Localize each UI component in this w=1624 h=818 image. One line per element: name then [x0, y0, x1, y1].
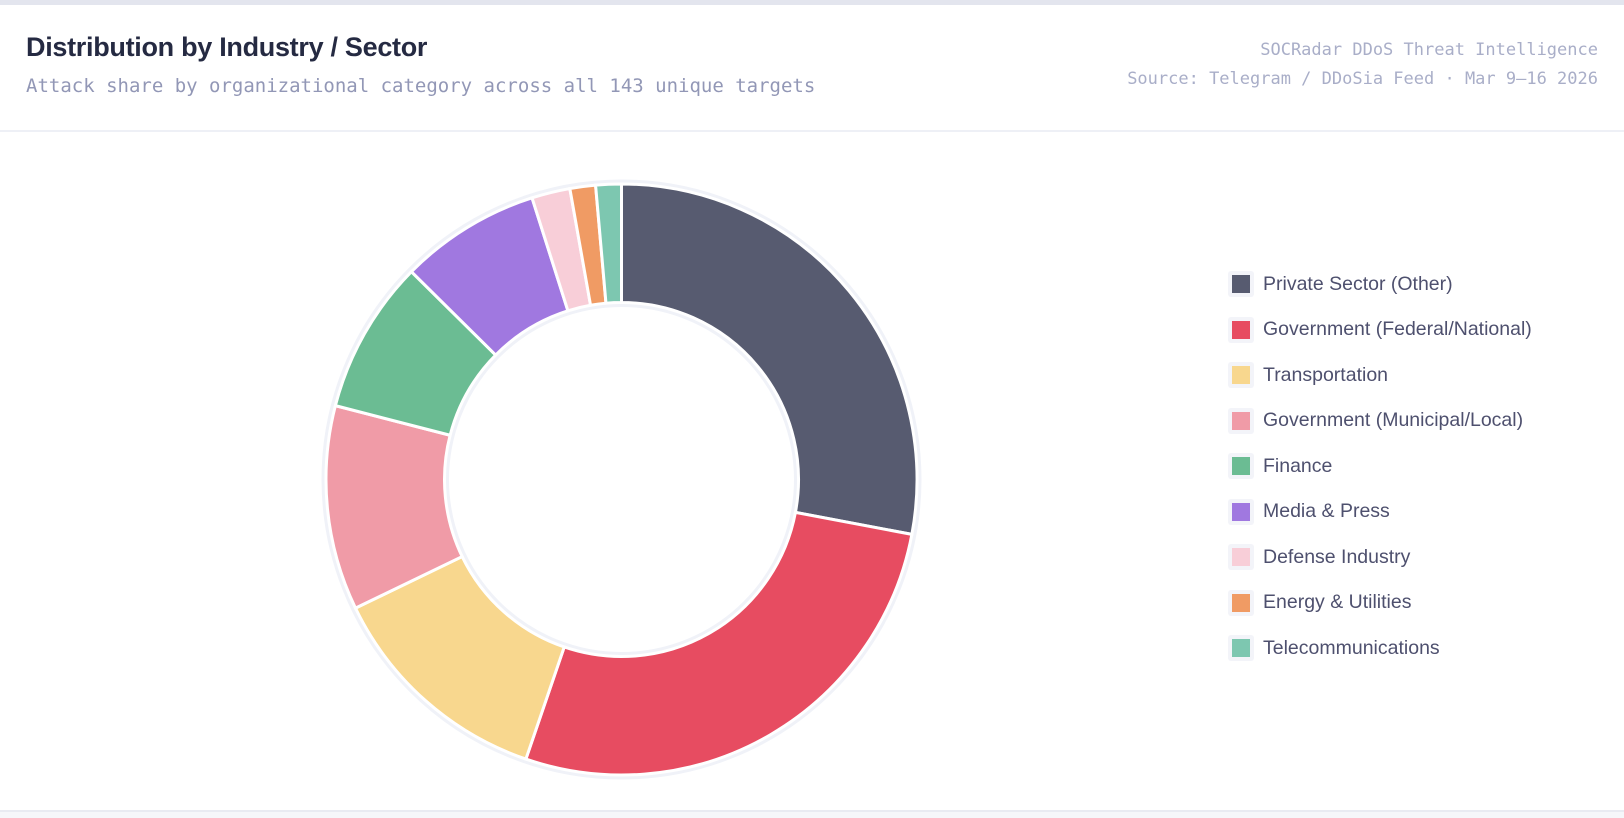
legend-color-swatch-icon: [1232, 275, 1250, 293]
legend-item-finance[interactable]: Finance: [1228, 453, 1532, 479]
legend-color-swatch-icon: [1232, 548, 1250, 566]
legend-item-label: Government (Municipal/Local): [1263, 409, 1524, 431]
legend-color-swatch-icon: [1232, 366, 1250, 384]
legend-item-private-sector-other[interactable]: Private Sector (Other): [1228, 271, 1532, 297]
legend-item-label: Private Sector (Other): [1263, 272, 1453, 295]
donut-halo-ring: [321, 179, 922, 780]
chart-legend: Private Sector (Other) Government (Federa…: [1228, 271, 1532, 681]
legend-item-label: Transportation: [1263, 363, 1389, 386]
chart-card: Distribution by Industry / Sector Attack…: [0, 5, 1624, 812]
legend-chipbox: [1228, 453, 1254, 479]
legend-item-label: Finance: [1263, 454, 1333, 477]
legend-item-media-press[interactable]: Media & Press: [1228, 498, 1532, 525]
donut-halo-ring: [445, 303, 798, 656]
source-line-2: Source: Telegram / DDoSia Feed · Mar 9–1…: [1127, 69, 1598, 89]
legend-color-swatch-icon: [1232, 593, 1250, 612]
page-subtitle: Attack share by organizational category …: [26, 75, 816, 97]
legend-chipbox: [1228, 407, 1254, 434]
card-header: Distribution by Industry / Sector Attack…: [0, 5, 1624, 132]
window-top-strip: [0, 0, 1624, 5]
legend-chipbox: [1228, 498, 1254, 525]
legend-item-transportation[interactable]: Transportation: [1228, 362, 1532, 388]
donut-slice-telecommunications[interactable]: [593, 182, 623, 305]
legend-color-swatch-icon: [1232, 639, 1250, 657]
legend-item-government-municipal-local[interactable]: Government (Municipal/Local): [1228, 407, 1532, 434]
legend-item-defense-industry[interactable]: Defense Industry: [1228, 544, 1532, 570]
legend-item-label: Media & Press: [1263, 500, 1390, 522]
source-attribution: SOCRadar DDoS Threat Intelligence Source…: [1127, 36, 1598, 94]
legend-color-swatch-icon: [1232, 320, 1250, 339]
legend-chipbox: [1228, 544, 1254, 570]
legend-chipbox: [1228, 362, 1254, 388]
legend-chipbox: [1228, 316, 1254, 343]
legend-chipbox: [1228, 589, 1254, 616]
legend-item-telecommunications[interactable]: Telecommunications: [1228, 635, 1532, 661]
legend-item-government-federal-national[interactable]: Government (Federal/National): [1228, 316, 1532, 343]
legend-item-energy-utilities[interactable]: Energy & Utilities: [1228, 589, 1532, 616]
legend-color-swatch-icon: [1232, 411, 1250, 430]
legend-color-swatch-icon: [1232, 457, 1250, 475]
donut-chart: [321, 179, 922, 780]
donut-slice-government-federal-national[interactable]: [523, 510, 914, 777]
legend-chipbox: [1228, 635, 1254, 661]
page-title: Distribution by Industry / Sector: [26, 32, 428, 62]
legend-color-swatch-icon: [1232, 502, 1250, 521]
legend-item-label: Energy & Utilities: [1263, 591, 1412, 613]
legend-item-label: Telecommunications: [1263, 636, 1440, 659]
legend-item-label: Defense Industry: [1263, 545, 1411, 568]
legend-chipbox: [1228, 271, 1254, 297]
donut-slice-private-sector-other[interactable]: [620, 182, 919, 537]
source-line-1: SOCRadar DDoS Threat Intelligence: [1260, 40, 1598, 60]
legend-item-label: Government (Federal/National): [1263, 318, 1532, 340]
